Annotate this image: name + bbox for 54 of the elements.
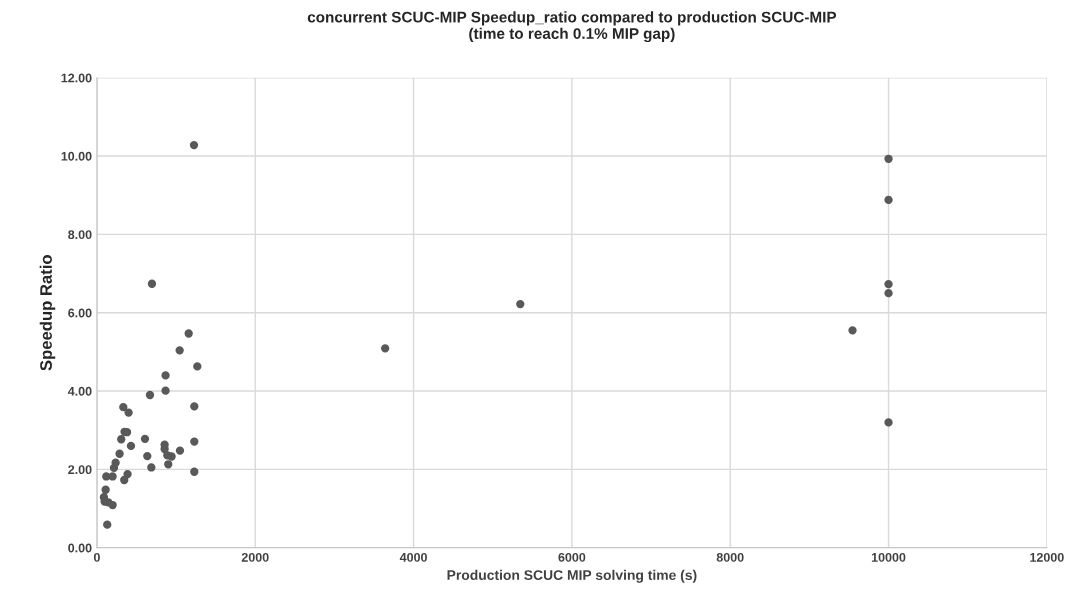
y-tick-label: 10.00 xyxy=(61,151,92,161)
x-tick-label: 2000 xyxy=(241,552,269,562)
point xyxy=(516,299,525,309)
point xyxy=(884,288,893,298)
y-axis-title: Speedup Ratio xyxy=(39,255,56,371)
point xyxy=(119,402,128,412)
point xyxy=(124,408,133,417)
point xyxy=(175,346,184,355)
point xyxy=(101,485,110,494)
point xyxy=(189,140,199,150)
point xyxy=(175,446,185,455)
point xyxy=(884,154,893,163)
point xyxy=(184,329,193,338)
point xyxy=(145,390,155,400)
y-tick-label: 4.00 xyxy=(67,386,92,396)
y-tick-label: 2.00 xyxy=(68,465,92,475)
point xyxy=(884,195,893,205)
point xyxy=(102,472,111,481)
x-tick-label: 4000 xyxy=(399,552,427,562)
point xyxy=(147,463,156,472)
point xyxy=(884,279,893,289)
y-tick-label: 8.00 xyxy=(68,230,92,240)
point xyxy=(848,326,857,335)
point xyxy=(164,460,173,469)
x-tick-label: 8000 xyxy=(716,552,744,562)
point xyxy=(884,418,893,427)
y-tick-label: 12.00 xyxy=(61,73,92,83)
point xyxy=(193,362,202,371)
point xyxy=(143,451,152,461)
point xyxy=(380,344,390,353)
point xyxy=(190,402,199,411)
point xyxy=(104,498,113,507)
point xyxy=(190,437,199,446)
x-tick-label: 10000 xyxy=(871,552,906,562)
point xyxy=(161,371,170,380)
point xyxy=(161,386,170,395)
y-tick-label: 0.00 xyxy=(68,543,92,553)
x-tick-label: 12000 xyxy=(1030,552,1064,562)
chart-title: concurrent SCUC-MIP Speedup_ratio compared to production SCUC-MIP (time to reach 0.1% MIP gap) xyxy=(307,11,837,43)
point xyxy=(147,279,157,288)
x-axis-title: Production SCUC MIP solving time (s) xyxy=(447,569,697,583)
point xyxy=(103,520,112,529)
point xyxy=(167,452,176,461)
point xyxy=(140,434,150,444)
point xyxy=(120,475,129,485)
point xyxy=(190,467,199,476)
point xyxy=(126,441,136,451)
y-tick-label: 6.00 xyxy=(68,308,92,318)
point xyxy=(123,469,132,479)
point xyxy=(115,449,124,458)
x-tick-label: 0 xyxy=(93,552,100,562)
x-tick-label: 6000 xyxy=(558,552,586,562)
point xyxy=(117,435,126,444)
point xyxy=(109,463,119,472)
